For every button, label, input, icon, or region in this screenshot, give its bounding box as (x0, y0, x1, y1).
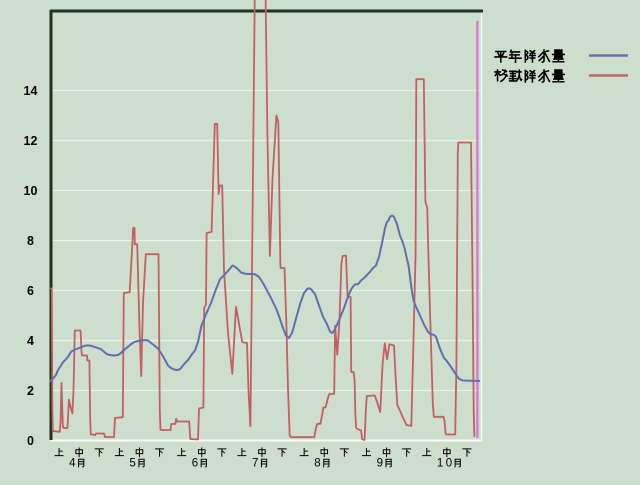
svg-text:6: 6 (27, 284, 34, 298)
svg-text:14: 14 (24, 84, 38, 98)
svg-text:0: 0 (27, 434, 34, 448)
svg-text:0: 0 (446, 458, 452, 470)
svg-text:1: 1 (437, 458, 443, 470)
svg-text:2: 2 (27, 384, 34, 398)
svg-text:8: 8 (27, 234, 34, 248)
svg-text:12: 12 (24, 134, 38, 148)
svg-text:10: 10 (24, 184, 38, 198)
svg-text:4: 4 (69, 458, 76, 470)
svg-text:7: 7 (252, 458, 258, 470)
svg-text:6: 6 (192, 458, 198, 470)
svg-text:5: 5 (129, 458, 135, 470)
svg-text:9: 9 (377, 458, 383, 470)
svg-text:4: 4 (27, 334, 34, 348)
svg-text:8: 8 (314, 458, 320, 470)
